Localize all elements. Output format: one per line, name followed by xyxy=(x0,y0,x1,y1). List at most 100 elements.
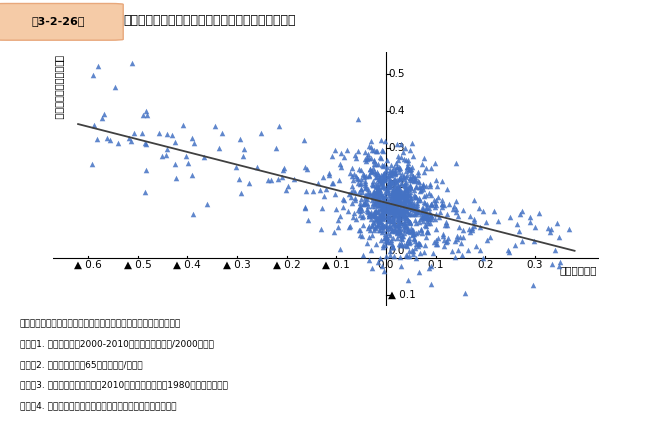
Point xyxy=(395,206,406,213)
Point xyxy=(368,191,378,198)
Point xyxy=(389,176,400,183)
Point xyxy=(360,178,371,185)
Point xyxy=(385,205,396,212)
Point xyxy=(370,199,380,206)
Point xyxy=(422,212,432,219)
Point xyxy=(348,177,358,184)
Point xyxy=(381,252,392,259)
Point xyxy=(390,166,400,173)
Point xyxy=(371,173,382,180)
Point xyxy=(386,195,396,202)
Point xyxy=(378,199,388,206)
Point xyxy=(400,227,410,234)
Point xyxy=(374,201,385,208)
Point xyxy=(404,181,415,188)
Point xyxy=(374,186,384,193)
Point xyxy=(124,135,135,142)
Point xyxy=(394,164,404,171)
Point xyxy=(384,190,395,197)
Point xyxy=(383,238,394,245)
Point xyxy=(420,242,430,249)
Text: ▲ 0.1: ▲ 0.1 xyxy=(322,260,350,270)
Point xyxy=(394,207,404,214)
Point xyxy=(377,182,388,189)
Point xyxy=(273,176,284,183)
Point xyxy=(382,187,392,194)
Point xyxy=(502,246,513,253)
Point xyxy=(373,201,384,208)
Point xyxy=(368,189,379,196)
Point xyxy=(379,177,390,184)
Point xyxy=(368,156,379,163)
Point xyxy=(384,222,395,229)
Point xyxy=(366,144,377,151)
Point xyxy=(396,209,406,216)
Point xyxy=(462,246,473,253)
Point xyxy=(366,196,377,203)
Point xyxy=(368,167,379,174)
Point xyxy=(395,208,406,215)
Point xyxy=(317,205,328,212)
Point xyxy=(430,200,440,207)
Point xyxy=(398,211,408,218)
Point xyxy=(378,203,388,210)
Point xyxy=(533,210,544,217)
Point xyxy=(411,209,422,216)
Point xyxy=(429,239,440,246)
Point xyxy=(417,184,428,191)
Point xyxy=(424,204,435,211)
Point xyxy=(425,181,436,188)
Point xyxy=(419,192,430,199)
Point xyxy=(395,196,406,203)
Point xyxy=(420,200,430,207)
Point xyxy=(170,175,181,182)
Point xyxy=(313,180,324,187)
Point xyxy=(377,205,388,212)
Point xyxy=(381,214,392,221)
Point xyxy=(378,147,389,154)
Point xyxy=(378,201,388,208)
Point xyxy=(394,201,405,208)
Point xyxy=(334,177,344,184)
Point xyxy=(361,156,372,163)
Point xyxy=(202,201,212,208)
Point xyxy=(392,157,403,164)
Point xyxy=(396,199,407,206)
Point xyxy=(186,135,197,142)
Point xyxy=(373,193,384,200)
Point xyxy=(382,234,392,241)
Point xyxy=(404,199,414,206)
Point xyxy=(210,123,220,130)
Point xyxy=(389,201,400,208)
Point xyxy=(383,214,394,221)
Point xyxy=(412,229,423,236)
Point xyxy=(386,191,397,198)
Point xyxy=(374,227,384,234)
Point xyxy=(373,198,384,205)
Point xyxy=(366,211,377,218)
Point xyxy=(384,200,394,207)
Point xyxy=(406,206,417,213)
Point xyxy=(382,205,392,212)
Point xyxy=(368,212,379,218)
Point xyxy=(372,190,382,197)
Point xyxy=(380,169,391,176)
Point xyxy=(415,215,426,222)
Point xyxy=(404,174,415,181)
Point xyxy=(517,237,527,244)
Point xyxy=(102,134,113,141)
Point xyxy=(385,166,396,173)
Point xyxy=(404,166,414,173)
Point xyxy=(444,200,454,207)
Point xyxy=(409,204,420,211)
Point xyxy=(367,222,378,229)
Point xyxy=(408,250,418,257)
Point xyxy=(431,210,442,217)
Point xyxy=(129,130,140,137)
Point xyxy=(366,215,376,222)
Point xyxy=(390,171,401,178)
Point xyxy=(141,108,151,114)
Point xyxy=(469,217,480,224)
Point xyxy=(392,192,402,199)
Point xyxy=(384,199,395,206)
